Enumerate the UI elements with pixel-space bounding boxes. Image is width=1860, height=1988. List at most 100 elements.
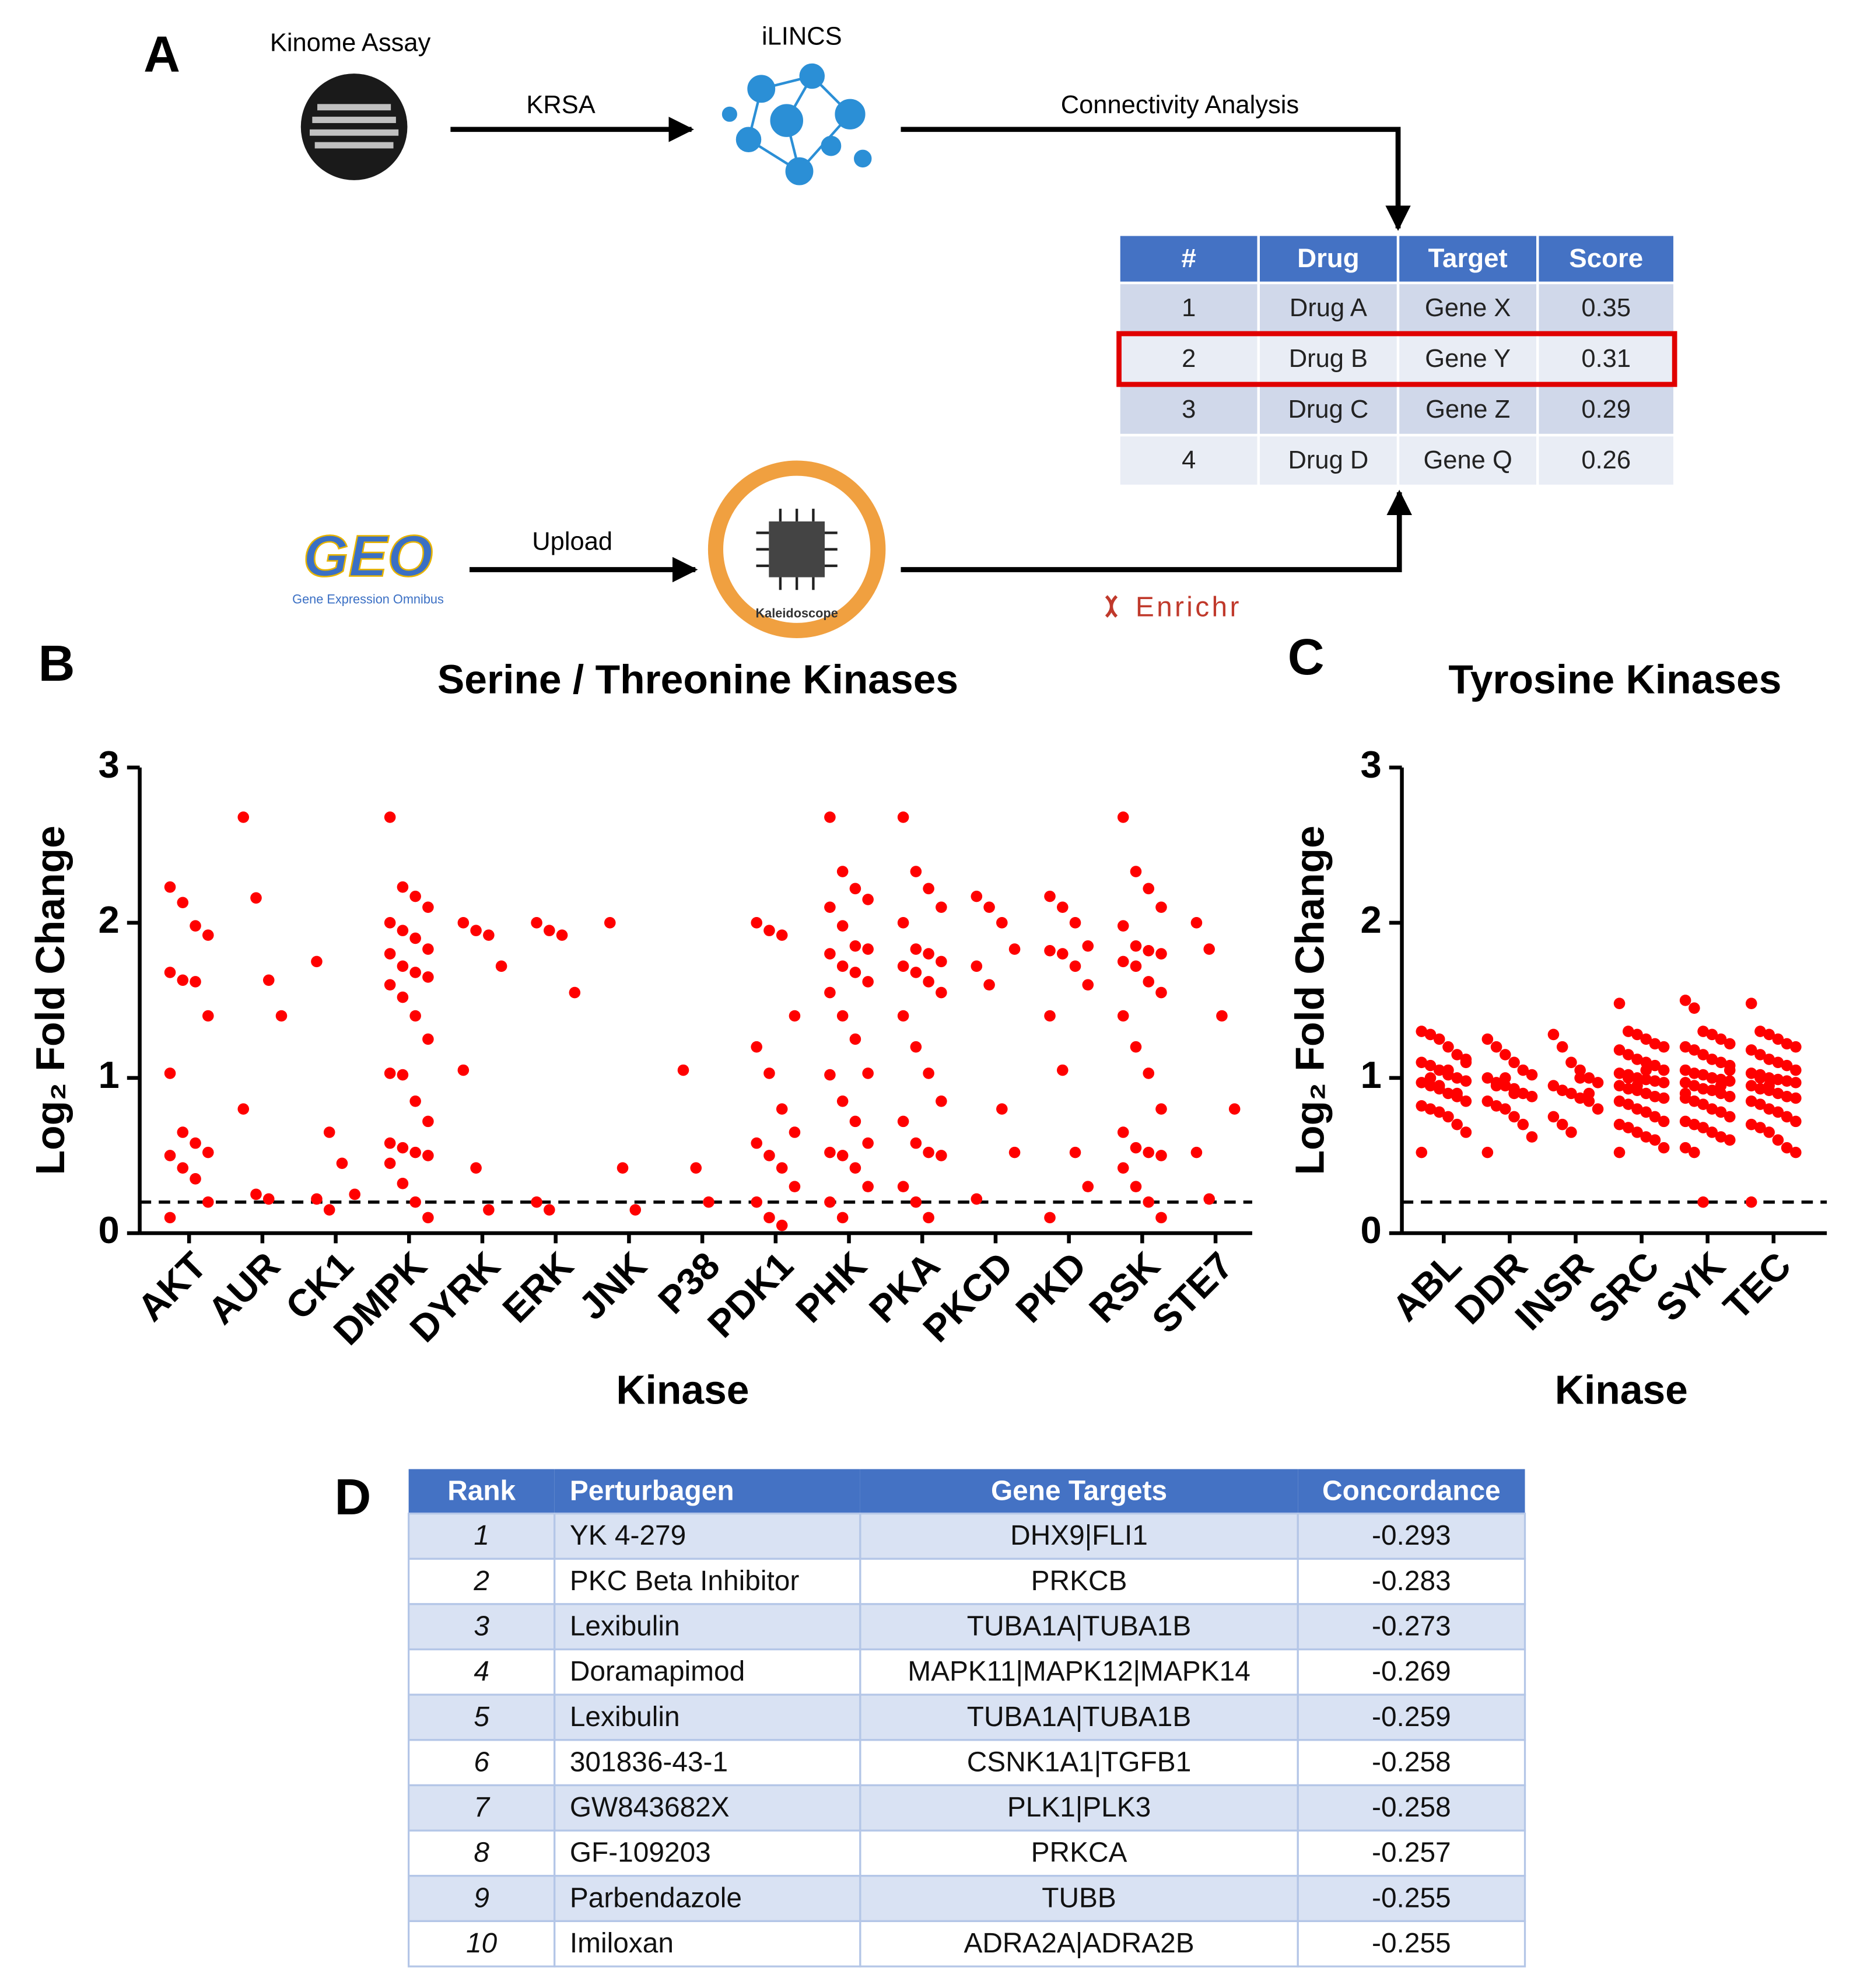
data-point: [1143, 1196, 1155, 1208]
data-point: [409, 1010, 421, 1022]
data-point: [1706, 1126, 1718, 1138]
table-d: D Rank Perturbagen Gene Targets Concordance 1…: [335, 1469, 1526, 1968]
data-point: [190, 920, 201, 932]
panel-label: D: [335, 1469, 372, 1525]
data-point: [1044, 890, 1056, 902]
cell: [1297, 1648, 1526, 1696]
data-point: [1772, 1134, 1784, 1146]
data-point: [1424, 1072, 1437, 1084]
data-point: [202, 1196, 214, 1208]
data-point: [897, 1115, 909, 1128]
data-point: [862, 1068, 874, 1079]
x-tick-label: INSR: [1507, 1244, 1602, 1338]
data-point: [1658, 1115, 1670, 1128]
data-point: [1190, 1146, 1203, 1158]
data-point: [629, 1204, 642, 1216]
header-text: Score: [1569, 243, 1643, 273]
cell-text: 0.35: [1581, 294, 1631, 322]
cell-text: Parbendazole: [570, 1882, 742, 1913]
data-point: [1724, 1038, 1736, 1050]
data-point: [1622, 1083, 1634, 1095]
data-point: [1155, 1150, 1167, 1161]
data-point: [897, 917, 909, 929]
data-point: [1451, 1118, 1463, 1130]
header-cell: [1298, 1469, 1525, 1514]
data-point: [983, 901, 995, 914]
cell-text: -0.257: [1372, 1838, 1451, 1868]
cell-text: PRKCA: [1031, 1838, 1127, 1868]
data-point: [1772, 1033, 1784, 1045]
data-point: [1526, 1091, 1538, 1102]
cell-text: Drug D: [1288, 446, 1369, 474]
data-point: [1500, 1072, 1511, 1084]
data-point: [422, 971, 434, 983]
data-point: [1082, 979, 1094, 991]
cell-text: 8: [474, 1838, 489, 1868]
data-point: [1706, 1028, 1718, 1041]
edge-label: Connectivity Analysis: [1061, 91, 1299, 119]
panel-label: B: [38, 635, 75, 692]
cell: [859, 1920, 1299, 1968]
data-point: [1416, 1146, 1428, 1158]
header-cell: [408, 1469, 555, 1514]
data-point: [1556, 1041, 1568, 1053]
data-point: [1790, 1115, 1802, 1128]
data-point: [836, 1010, 849, 1022]
cell: [1536, 281, 1676, 335]
data-point: [1622, 1072, 1634, 1084]
data-point: [1613, 998, 1626, 1009]
cell: [1297, 1920, 1526, 1968]
data-point: [164, 881, 176, 893]
data-point: [397, 960, 409, 972]
cell: [1297, 1829, 1526, 1877]
header-cell: [1536, 233, 1676, 285]
data-point: [1117, 956, 1129, 968]
cell-text: 0.26: [1581, 446, 1631, 474]
cell: [1297, 1603, 1526, 1651]
cell-text: -0.255: [1372, 1928, 1451, 1959]
data-point: [1772, 1106, 1784, 1118]
data-point: [1706, 1072, 1718, 1084]
data-point: [862, 976, 874, 988]
data-point: [849, 1162, 861, 1174]
cell-text: 0.31: [1581, 345, 1631, 373]
cell: [859, 1603, 1299, 1651]
data-point: [483, 929, 495, 941]
y-tick-label: 0: [98, 1209, 119, 1251]
data-point: [1772, 1073, 1784, 1086]
cell: [859, 1558, 1299, 1605]
data-point: [1613, 1096, 1626, 1107]
data-point: [1658, 1064, 1670, 1076]
data-point: [250, 1188, 262, 1200]
data-point: [836, 920, 849, 932]
x-tick-label: AUR: [199, 1244, 288, 1332]
data-point: [836, 1150, 849, 1161]
data-point: [1044, 944, 1056, 957]
data-point: [1143, 1068, 1155, 1079]
data-point: [690, 1162, 702, 1174]
x-tick-label: STE7: [1144, 1244, 1241, 1341]
data-point: [1697, 1083, 1709, 1095]
node-label: iLINCS: [762, 23, 842, 51]
data-point: [1715, 1106, 1727, 1118]
y-tick-label: 1: [98, 1054, 119, 1096]
data-point: [1658, 1041, 1670, 1053]
data-point: [336, 1157, 348, 1170]
data-point: [409, 967, 421, 978]
cell: [1536, 332, 1676, 386]
data-point: [617, 1162, 629, 1174]
cell-text: Drug A: [1290, 294, 1367, 322]
cell-text: Gene Y: [1425, 345, 1511, 373]
data-point: [1689, 1044, 1700, 1056]
data-point: [1754, 1122, 1766, 1133]
data-point: [1416, 1100, 1428, 1112]
data-point: [1679, 1087, 1691, 1100]
data-point: [1056, 901, 1069, 914]
cell-text: 3: [1182, 396, 1196, 424]
data-point: [910, 1137, 922, 1149]
data-point: [397, 881, 409, 893]
cell: [554, 1920, 861, 1968]
data-point: [1117, 1010, 1129, 1022]
header-text: #: [1181, 243, 1196, 273]
data-point: [1416, 1077, 1428, 1088]
